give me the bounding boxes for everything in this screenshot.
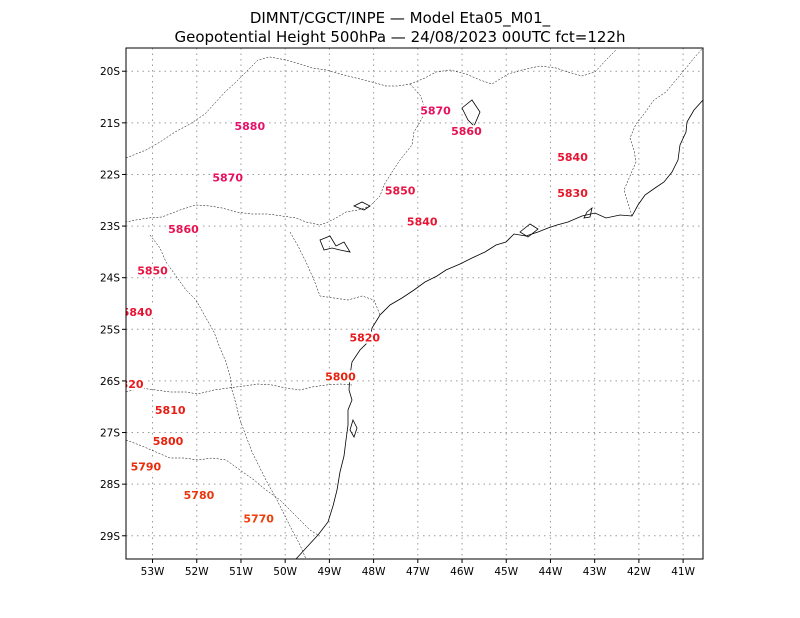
contour-label: 5840: [407, 215, 438, 228]
contour-label-bg: [129, 460, 162, 473]
country-border-argentina: [231, 389, 307, 559]
x-tick-label: 46W: [450, 566, 474, 578]
contour-label-bg: [324, 370, 357, 383]
geography: [126, 48, 703, 559]
contour-label-bg: [242, 512, 275, 525]
title-line1: DIMNT/CGCT/INPE — Model Eta05_M01_: [250, 9, 551, 28]
contour-label: 5850: [385, 185, 416, 198]
y-tick-label: 26S: [100, 376, 120, 388]
contour-label: 5840: [122, 306, 153, 319]
y-tick-label: 27S: [100, 428, 120, 440]
contour-label: 5790: [131, 461, 162, 474]
plot-frame: [125, 47, 704, 560]
reservoir: [353, 201, 371, 211]
contour-label: 5870: [420, 105, 451, 118]
contour-label: 5870: [212, 172, 243, 185]
contour-label: 5770: [243, 512, 274, 525]
x-tick-label: 44W: [539, 566, 563, 578]
contour-label: 5860: [168, 223, 199, 236]
contour-label: 5810: [155, 404, 186, 417]
contour-label-bg: [126, 305, 154, 318]
contour-label: 5840: [557, 151, 588, 164]
contour-label-bg: [406, 215, 439, 228]
y-tick-label: 24S: [100, 273, 120, 285]
state-border-mg-sp: [126, 83, 427, 226]
y-tick-label: 22S: [100, 169, 120, 181]
contour-label: 5830: [557, 187, 588, 200]
contour-label-bg: [154, 403, 187, 416]
state-border-sp-pr: [289, 231, 381, 316]
x-tick-label: 43W: [583, 566, 607, 578]
state-border-mg-rj: [623, 48, 703, 217]
contour-label-bg: [136, 264, 169, 277]
contour-label: 5860: [451, 125, 482, 138]
x-tick-label: 47W: [406, 566, 430, 578]
axis-ticks: 53W 52W 51W 50W 49W 48W 47W 46W 45W 44W 43W 42W 41W 2…: [100, 66, 696, 578]
contour-label-bg: [419, 104, 452, 117]
x-tick-label: 50W: [273, 566, 297, 578]
contour-label-bg: [556, 187, 589, 200]
x-tick-label: 51W: [229, 566, 253, 578]
state-border-ms-mg: [126, 56, 411, 159]
title-line2: Geopotential Height 500hPa — 24/08/2023 …: [174, 28, 625, 46]
island: [349, 418, 358, 438]
country-border-paraguay: [149, 234, 233, 391]
x-tick-label: 53W: [141, 566, 165, 578]
contour-labels: 5870586058405830588058705850586058405850…: [113, 104, 589, 525]
y-tick-label: 21S: [100, 118, 120, 130]
state-border-mg-es: [409, 49, 617, 85]
coastal-lagoon: [583, 206, 593, 219]
x-tick-label: 52W: [185, 566, 209, 578]
contour-label: 5780: [184, 489, 215, 502]
contour-label: 5800: [325, 370, 356, 383]
y-tick-label: 20S: [100, 66, 120, 78]
contour-label: 5820: [349, 332, 380, 345]
contour-label-bg: [182, 489, 215, 502]
contour-label-bg: [126, 378, 145, 391]
state-border-sc-rs: [126, 439, 319, 536]
contour-label: 5820: [113, 378, 144, 391]
x-tick-label: 42W: [627, 566, 651, 578]
contour-label: 5850: [137, 265, 168, 278]
y-tick-label: 25S: [100, 324, 120, 336]
contour-label-bg: [167, 223, 200, 236]
contour-label-bg: [384, 184, 417, 197]
contour-label-bg: [556, 150, 589, 163]
state-border-pr-sc: [126, 383, 353, 395]
coastline: [295, 99, 703, 559]
reservoir: [461, 99, 481, 127]
contour-label: 5800: [153, 435, 184, 448]
contour-label: 5880: [234, 120, 265, 133]
contour-label-bg: [152, 434, 185, 447]
contour-label-bg: [450, 125, 483, 138]
y-tick-label: 29S: [100, 531, 120, 543]
contour-label-bg: [233, 120, 266, 133]
x-tick-label: 49W: [318, 566, 342, 578]
contour-label-bg: [348, 331, 381, 344]
y-tick-label: 28S: [100, 479, 120, 491]
y-tick-label: 23S: [100, 221, 120, 233]
contour-label-bg: [211, 171, 244, 184]
graticule: [126, 48, 703, 559]
x-tick-label: 45W: [494, 566, 518, 578]
x-tick-label: 41W: [671, 566, 695, 578]
reservoir: [319, 235, 351, 253]
coastal-lagoon: [519, 223, 539, 238]
x-tick-label: 48W: [362, 566, 386, 578]
